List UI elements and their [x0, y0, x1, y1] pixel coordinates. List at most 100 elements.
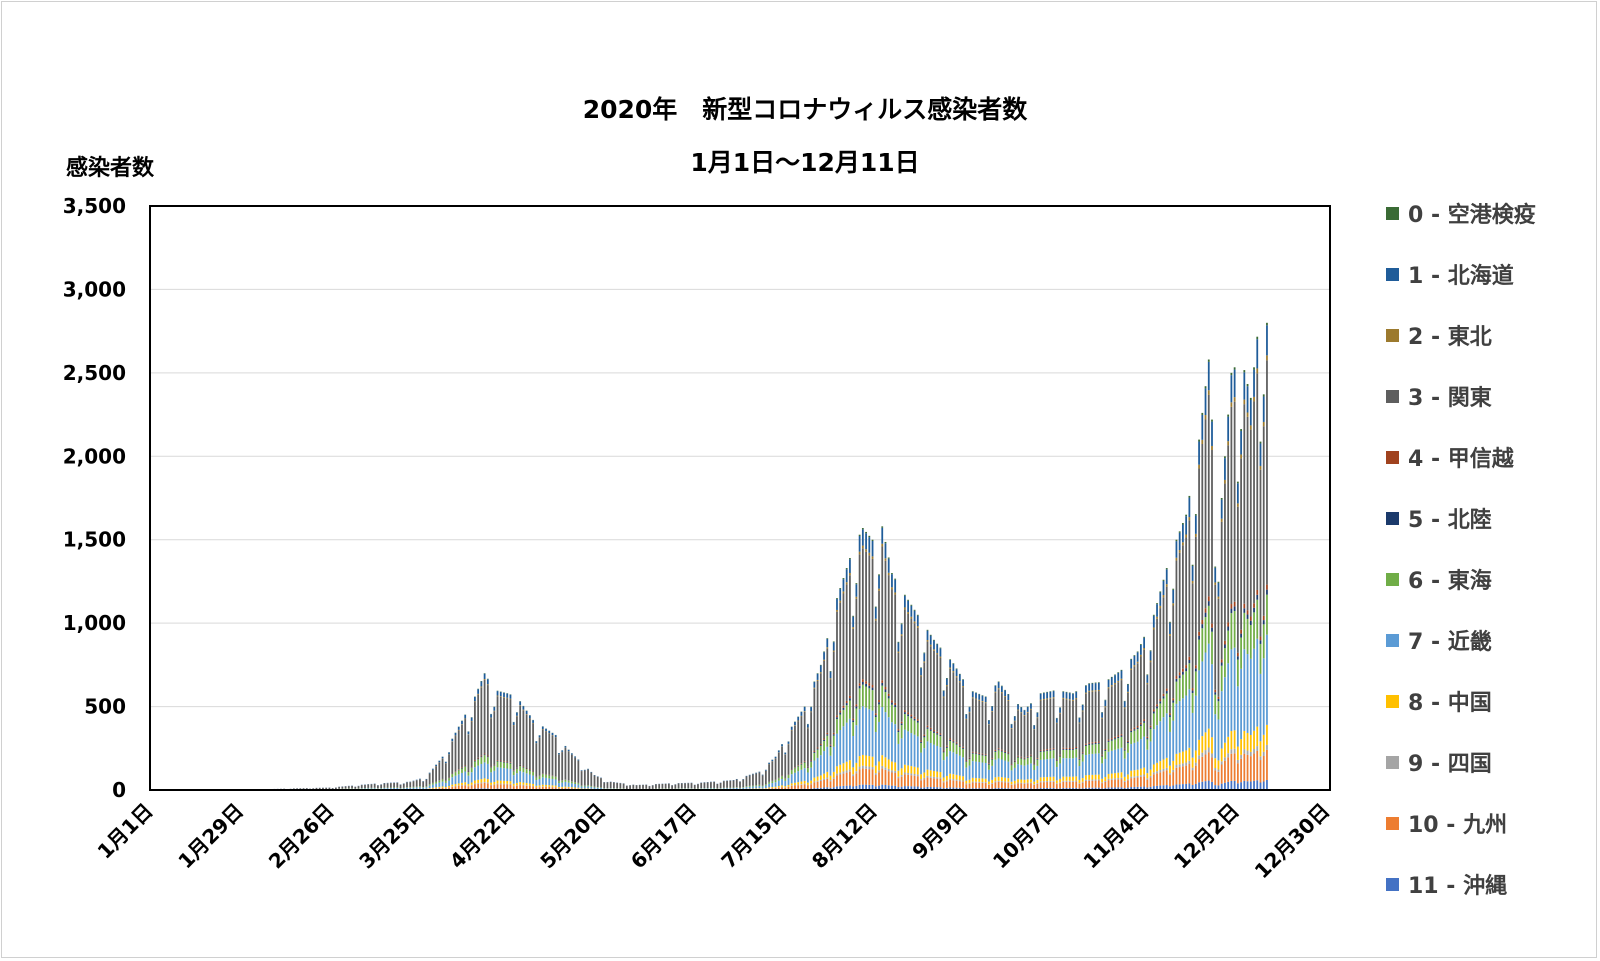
bar-segment	[1198, 670, 1200, 740]
bar-segment	[506, 693, 509, 698]
bar-segment	[1143, 721, 1145, 723]
bar-segment	[891, 700, 893, 703]
bar-segment	[1194, 665, 1197, 669]
bar-segment	[903, 609, 906, 711]
bar-segment	[503, 692, 505, 697]
bar-segment	[1224, 479, 1226, 484]
bar-segment	[506, 768, 509, 781]
bar-segment	[774, 756, 777, 759]
bar-segment	[813, 687, 816, 689]
bar-segment	[1253, 369, 1255, 397]
bar-segment	[1211, 631, 1213, 665]
bar-segment	[916, 776, 919, 787]
bar-segment	[752, 774, 754, 786]
legend-item: 7 - 近畿	[1386, 625, 1492, 655]
bar-segment	[858, 554, 861, 684]
bar-segment	[528, 785, 531, 789]
bar-segment	[1259, 756, 1262, 761]
bar-segment	[958, 745, 961, 747]
bar-segment	[1217, 719, 1220, 761]
bar-segment	[1026, 711, 1029, 713]
bar-segment	[499, 760, 502, 762]
bar-segment	[826, 787, 829, 790]
bar-segment	[1169, 621, 1171, 623]
bar-segment	[1198, 441, 1200, 465]
bar-segment	[477, 693, 480, 695]
bar-segment	[1256, 638, 1259, 727]
legend-label: 8 - 中国	[1408, 691, 1492, 716]
bar-segment	[1033, 729, 1036, 730]
bar-segment	[1017, 709, 1019, 711]
bar-segment	[1110, 787, 1113, 790]
bar-segment	[774, 780, 777, 783]
bar-segment	[1217, 769, 1220, 772]
bar-segment	[868, 555, 871, 684]
bar-segment	[1114, 787, 1116, 790]
bar-segment	[516, 716, 518, 768]
bar-segment	[1055, 783, 1058, 785]
bar-segment	[535, 780, 538, 786]
bar-day	[535, 741, 538, 790]
bar-segment	[952, 663, 955, 664]
bar-segment	[988, 763, 990, 765]
bar-segment	[496, 780, 499, 784]
bar-segment	[571, 788, 573, 790]
bar-segment	[894, 773, 897, 786]
bar-day	[1065, 691, 1068, 790]
legend-item: 3 - 関東	[1386, 381, 1492, 411]
bar-segment	[897, 778, 900, 788]
bar-segment	[1149, 786, 1152, 790]
bar-segment	[962, 679, 964, 687]
bar-segment	[431, 769, 434, 783]
bar-segment	[729, 780, 732, 788]
bar-segment	[1201, 412, 1204, 415]
bar-segment	[1055, 761, 1058, 767]
bar-segment	[1152, 711, 1155, 714]
bar-segment	[1259, 673, 1262, 742]
bar-segment	[1120, 669, 1123, 671]
bar-segment	[832, 777, 835, 779]
bar-segment	[528, 774, 531, 784]
bar-segment	[842, 726, 845, 764]
bar-segment	[1085, 755, 1087, 776]
bar-day	[1172, 588, 1175, 790]
bar-segment	[1207, 643, 1210, 729]
bar-segment	[438, 788, 441, 790]
bar-segment	[997, 689, 1000, 749]
bar-day	[839, 588, 842, 790]
bar-day	[1033, 725, 1036, 790]
bar-segment	[988, 724, 990, 725]
bar-segment	[561, 750, 564, 752]
bar-day	[1101, 712, 1103, 790]
legend-swatch	[1386, 328, 1399, 342]
bar-segment	[946, 686, 948, 746]
bar-day	[464, 714, 467, 790]
bar-segment	[1075, 757, 1078, 777]
bar-segment	[1146, 682, 1149, 685]
bar-segment	[1062, 780, 1065, 782]
bar-segment	[1253, 780, 1255, 790]
bar-segment	[509, 781, 512, 784]
bar-segment	[897, 642, 900, 652]
bar-segment	[464, 771, 467, 783]
bar-segment	[1107, 687, 1110, 689]
bar-segment	[1000, 686, 1003, 693]
bar-segment	[1130, 787, 1133, 790]
bar-segment	[522, 767, 525, 773]
bar-segment	[839, 712, 842, 715]
bar-segment	[897, 730, 900, 733]
bar-segment	[907, 774, 909, 787]
bar-segment	[861, 528, 864, 530]
bar-segment	[900, 738, 903, 769]
legend-swatch	[1386, 511, 1399, 525]
bar-segment	[952, 787, 955, 790]
bar-day	[874, 606, 877, 790]
bar-segment	[583, 785, 586, 787]
bar-segment	[787, 741, 790, 744]
bar-segment	[1000, 782, 1003, 789]
bar-segment	[1000, 692, 1003, 694]
bar-segment	[887, 717, 890, 760]
bar-day	[415, 779, 418, 790]
bar-segment	[958, 775, 961, 781]
bar-segment	[1072, 781, 1074, 788]
